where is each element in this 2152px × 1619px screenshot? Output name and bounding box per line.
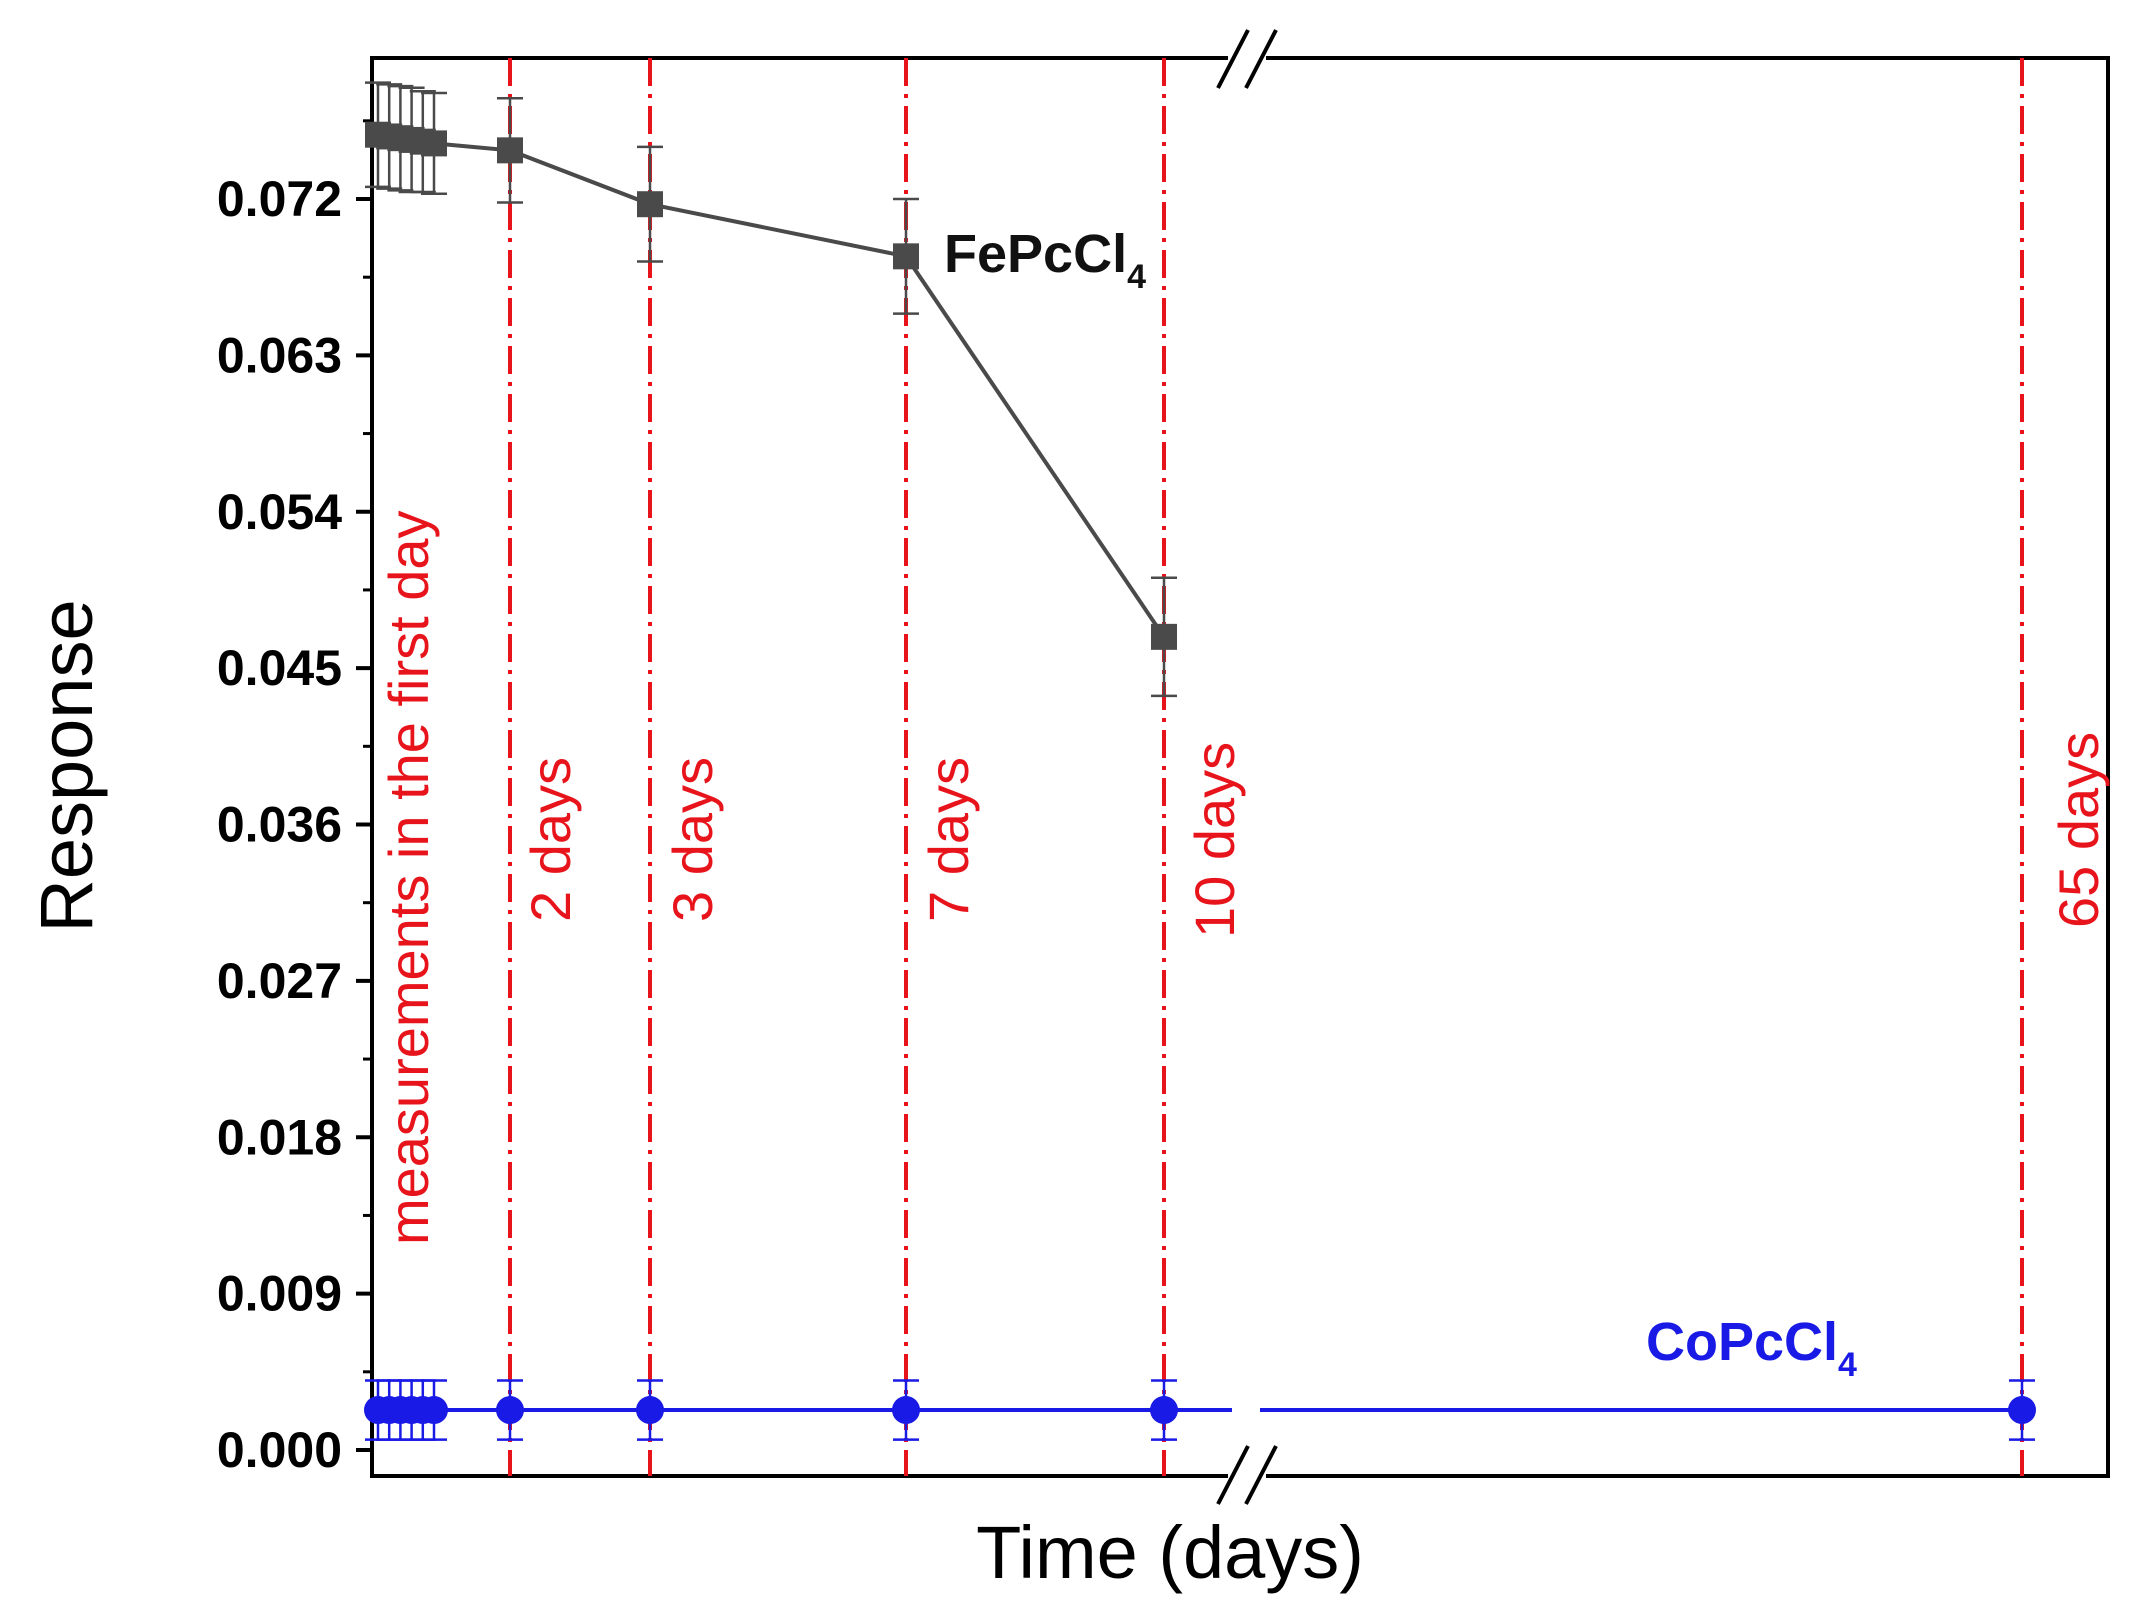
- data-point: [2008, 1396, 2036, 1425]
- series-label-fepccl4: FePcCl4: [944, 224, 1146, 296]
- x-axis-break-top: [1216, 29, 1278, 89]
- day-marker-label: 3 days: [661, 757, 724, 922]
- day-marker-label: 65 days: [2047, 732, 2110, 928]
- data-point: [496, 1396, 524, 1425]
- y-tick-label: 0.045: [217, 640, 342, 696]
- day-marker-label: 10 days: [1183, 742, 1246, 938]
- data-point: [421, 130, 447, 157]
- y-tick-label: 0.063: [217, 327, 342, 383]
- y-tick-label: 0.036: [217, 797, 342, 853]
- day-marker-label: measurements in the first day: [377, 510, 440, 1245]
- data-point: [497, 137, 523, 164]
- x-axis-break-bottom: [1216, 1445, 1278, 1505]
- y-tick-label: 0.018: [217, 1109, 342, 1165]
- data-point: [1150, 1396, 1178, 1425]
- y-tick-label: 0.027: [217, 953, 342, 1009]
- y-tick-label: 0.054: [217, 484, 342, 540]
- x-axis-title: Time (days): [976, 1511, 1364, 1594]
- data-point: [637, 191, 663, 218]
- series-line: [377, 132, 1166, 638]
- day-marker-lines: measurements in the first day 2 days 3 day…: [377, 58, 2110, 1476]
- series-copccl4: [364, 1379, 2036, 1441]
- day-marker-label: 2 days: [519, 757, 582, 922]
- series-layer: [364, 81, 2036, 1441]
- data-point: [1151, 623, 1177, 650]
- y-tick-label: 0.009: [217, 1266, 342, 1322]
- series-fepccl4: [365, 81, 1177, 698]
- y-axis: 0.000 0.009 0.018 0.027 0.036 0.045 0.054 0.063…: [217, 119, 372, 1478]
- series-label-copccl4: CoPcCl4: [1646, 1312, 1857, 1384]
- data-point: [420, 1396, 448, 1425]
- y-tick-label: 0.000: [217, 1422, 342, 1478]
- y-tick-label: 0.072: [217, 171, 342, 227]
- data-point: [892, 1396, 920, 1425]
- data-point: [893, 243, 919, 270]
- y-axis-title: Response: [25, 599, 108, 932]
- day-marker-label: 7 days: [917, 757, 980, 922]
- data-point: [636, 1396, 664, 1425]
